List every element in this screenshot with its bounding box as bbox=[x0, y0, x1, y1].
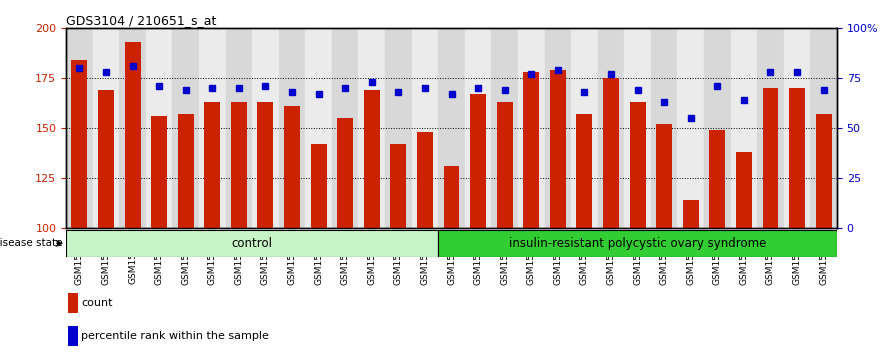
Bar bbox=[152, 116, 167, 228]
Text: GDS3104 / 210651_s_at: GDS3104 / 210651_s_at bbox=[66, 14, 217, 27]
Bar bbox=[146, 28, 173, 228]
Bar bbox=[69, 293, 78, 313]
Bar bbox=[597, 28, 625, 228]
Bar bbox=[284, 106, 300, 228]
Bar bbox=[438, 230, 837, 257]
Bar bbox=[704, 28, 730, 228]
Bar bbox=[93, 28, 119, 228]
Bar bbox=[173, 28, 199, 228]
Bar bbox=[571, 28, 597, 228]
Bar bbox=[683, 200, 699, 228]
Bar bbox=[417, 132, 433, 228]
Bar bbox=[656, 124, 672, 228]
Bar bbox=[226, 28, 252, 228]
Bar bbox=[257, 102, 273, 228]
Bar bbox=[359, 28, 385, 228]
Bar bbox=[364, 90, 380, 228]
Bar bbox=[71, 60, 87, 228]
Text: control: control bbox=[232, 237, 272, 250]
Bar bbox=[119, 28, 146, 228]
Bar bbox=[630, 102, 646, 228]
Bar bbox=[730, 28, 757, 228]
Bar bbox=[66, 28, 93, 228]
Bar bbox=[492, 28, 518, 228]
Text: count: count bbox=[81, 298, 113, 308]
Bar bbox=[306, 28, 332, 228]
Bar bbox=[550, 70, 566, 228]
Bar bbox=[603, 78, 619, 228]
Text: percentile rank within the sample: percentile rank within the sample bbox=[81, 331, 270, 341]
Text: insulin-resistant polycystic ovary syndrome: insulin-resistant polycystic ovary syndr… bbox=[509, 237, 766, 250]
Bar bbox=[677, 28, 704, 228]
Bar bbox=[811, 28, 837, 228]
Bar bbox=[523, 72, 539, 228]
Bar bbox=[231, 102, 247, 228]
Bar bbox=[443, 166, 460, 228]
Text: disease state: disease state bbox=[0, 238, 66, 249]
Bar bbox=[709, 130, 725, 228]
Bar bbox=[178, 114, 194, 228]
Bar bbox=[497, 102, 513, 228]
Bar bbox=[124, 42, 140, 228]
Bar bbox=[518, 28, 544, 228]
Bar bbox=[736, 152, 751, 228]
Bar bbox=[470, 94, 486, 228]
Bar bbox=[311, 144, 327, 228]
Bar bbox=[390, 144, 406, 228]
Bar bbox=[199, 28, 226, 228]
Bar bbox=[816, 114, 832, 228]
Bar bbox=[278, 28, 306, 228]
Bar bbox=[66, 230, 438, 257]
Bar bbox=[651, 28, 677, 228]
Bar bbox=[385, 28, 411, 228]
Bar bbox=[204, 102, 220, 228]
Bar bbox=[252, 28, 278, 228]
Bar bbox=[337, 118, 353, 228]
Bar bbox=[757, 28, 784, 228]
Bar bbox=[784, 28, 811, 228]
Bar bbox=[576, 114, 592, 228]
Bar bbox=[411, 28, 438, 228]
Bar bbox=[438, 28, 465, 228]
Bar bbox=[98, 90, 114, 228]
Bar bbox=[332, 28, 359, 228]
Bar bbox=[789, 88, 805, 228]
Bar bbox=[69, 326, 78, 346]
Bar bbox=[544, 28, 571, 228]
Bar bbox=[625, 28, 651, 228]
Bar bbox=[465, 28, 492, 228]
Bar bbox=[763, 88, 779, 228]
